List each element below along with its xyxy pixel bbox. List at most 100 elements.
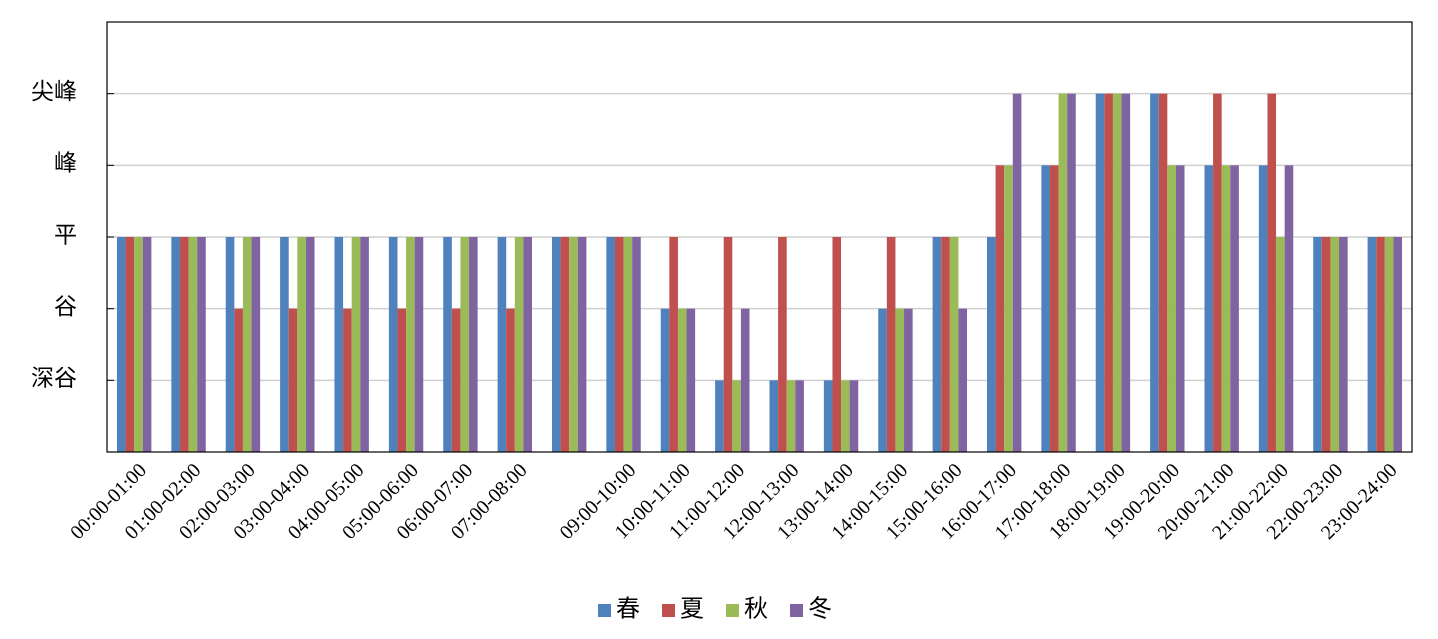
- bar: [1104, 93, 1113, 453]
- bar: [1230, 165, 1239, 453]
- bar: [1004, 165, 1013, 453]
- bar: [225, 237, 235, 452]
- bar: [577, 237, 587, 452]
- bar: [280, 237, 289, 452]
- bar: [778, 237, 787, 452]
- y-tick-label: 谷: [54, 294, 77, 319]
- bar: [1175, 165, 1185, 453]
- bar: [849, 380, 859, 452]
- bar: [1258, 165, 1268, 453]
- bar: [188, 237, 198, 452]
- bar: [305, 237, 315, 452]
- bar: [686, 308, 696, 452]
- bar: [1158, 93, 1168, 453]
- bar: [171, 237, 180, 452]
- bar: [823, 380, 833, 452]
- bar: [142, 237, 152, 452]
- bar: [414, 237, 424, 452]
- y-tick-label: 峰: [54, 151, 77, 176]
- bar: [740, 308, 750, 452]
- bar: [1313, 237, 1322, 452]
- bar: [1393, 237, 1403, 452]
- bar: [632, 237, 641, 452]
- bar: [197, 237, 206, 452]
- bar: [497, 237, 507, 452]
- bar: [360, 237, 369, 452]
- bar: [1012, 93, 1022, 453]
- bar: [958, 308, 968, 452]
- bar: [795, 380, 804, 452]
- bar: [904, 308, 913, 452]
- bar: [1221, 165, 1231, 453]
- y-tick-label: 尖峰: [31, 79, 77, 104]
- legend-label: 冬: [808, 596, 832, 623]
- bar: [388, 237, 398, 452]
- bar: [406, 237, 415, 452]
- bar: [451, 308, 461, 452]
- bar: [334, 237, 344, 452]
- bar: [288, 308, 298, 452]
- bar: [1384, 237, 1394, 452]
- bar: [460, 237, 470, 452]
- bar: [560, 237, 570, 452]
- bar: [769, 380, 779, 452]
- bar: [677, 308, 687, 452]
- legend-swatch: [662, 604, 675, 617]
- bar: [351, 237, 361, 452]
- bar: [1150, 93, 1159, 453]
- bar: [1284, 165, 1294, 453]
- bar: [1058, 93, 1068, 453]
- bar: [242, 237, 252, 452]
- bar: [832, 237, 842, 452]
- bar: [1376, 237, 1385, 452]
- bar: [1276, 237, 1285, 452]
- bar: [443, 237, 452, 452]
- bar: [251, 237, 261, 452]
- bar: [732, 380, 741, 452]
- bar: [234, 308, 243, 452]
- bar: [941, 237, 950, 452]
- bar: [134, 237, 143, 452]
- bar: [660, 308, 670, 452]
- legend-swatch: [790, 604, 803, 617]
- bar: [886, 237, 896, 452]
- bar: [669, 237, 678, 452]
- bar: [523, 237, 533, 452]
- bar: [841, 380, 850, 452]
- bar: [606, 237, 615, 452]
- bar: [723, 237, 733, 452]
- bar: [1049, 165, 1059, 453]
- bar: [1112, 93, 1122, 453]
- bar: [786, 380, 796, 452]
- bar: [297, 237, 306, 452]
- bar: [1267, 93, 1277, 453]
- bar: [895, 308, 905, 452]
- bar: [397, 308, 407, 452]
- bar: [614, 237, 624, 452]
- bar: [1339, 237, 1348, 452]
- bar: [1330, 237, 1340, 452]
- bar: [179, 237, 189, 452]
- legend-label: 秋: [744, 596, 768, 623]
- bar: [125, 237, 135, 452]
- legend-label: 夏: [680, 597, 704, 623]
- bar: [514, 237, 524, 452]
- bar: [1095, 93, 1105, 453]
- bar: [949, 237, 959, 452]
- bar: [715, 380, 724, 452]
- bar: [1321, 237, 1331, 452]
- bar: [551, 237, 561, 452]
- bar: [1041, 165, 1050, 453]
- bar: [995, 165, 1005, 453]
- bar: [623, 237, 633, 452]
- bar: [932, 237, 942, 452]
- bar: [1367, 237, 1377, 452]
- y-tick-label: 深谷: [31, 366, 77, 391]
- y-tick-label: 平: [54, 222, 77, 247]
- legend-swatch: [598, 604, 611, 617]
- bar: [1213, 93, 1222, 453]
- bar: [343, 308, 352, 452]
- plot-frame: [106, 21, 1413, 453]
